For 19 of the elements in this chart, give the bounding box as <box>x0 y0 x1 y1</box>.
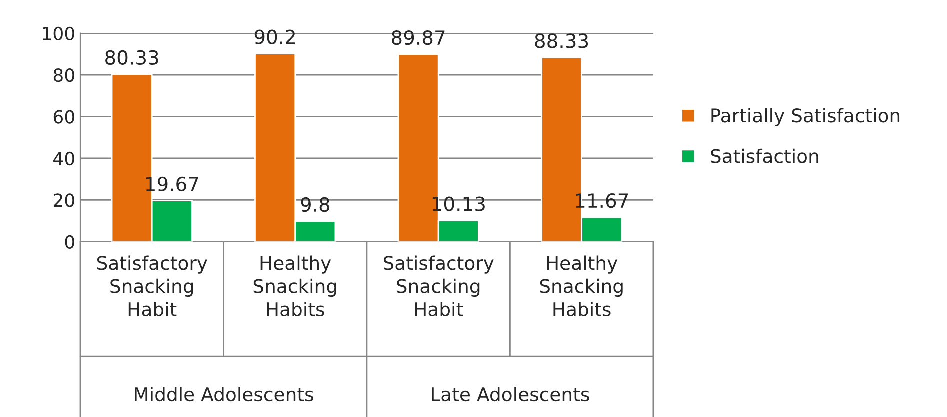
x-tick-label: Healthy Snacking Habits <box>540 256 623 317</box>
text: Late Adolescents <box>432 387 590 402</box>
y-tick-label: 40 <box>54 152 74 166</box>
text: Middle Adolescents <box>135 387 314 402</box>
legend-label: Partially Satisfaction <box>712 108 900 126</box>
data-label: 9.8 <box>301 197 330 212</box>
data-label: 90.2 <box>254 30 295 44</box>
x-tick-label: Satisfactory Snacking Habit <box>97 256 208 317</box>
data-label: 80.33 <box>106 50 158 66</box>
legend-label: Satisfaction <box>711 148 818 164</box>
data-label: 88.33 <box>535 34 588 48</box>
x-tick-label: Satisfactory Snacking Habit <box>384 256 494 317</box>
x-tick-label: Healthy Snacking Habits <box>254 256 336 317</box>
y-tick-label: 60 <box>54 110 74 124</box>
y-tick-label: 0 <box>65 235 74 249</box>
y-tick-label: 80 <box>54 68 74 82</box>
data-label: 89.87 <box>392 30 445 46</box>
y-tick-label: 100 <box>43 26 74 40</box>
y-tick-label: 20 <box>54 194 74 208</box>
